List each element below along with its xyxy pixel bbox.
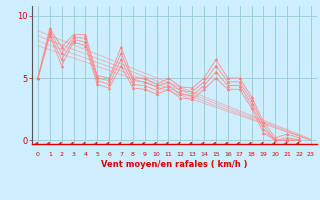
- X-axis label: Vent moyen/en rafales ( km/h ): Vent moyen/en rafales ( km/h ): [101, 160, 248, 169]
